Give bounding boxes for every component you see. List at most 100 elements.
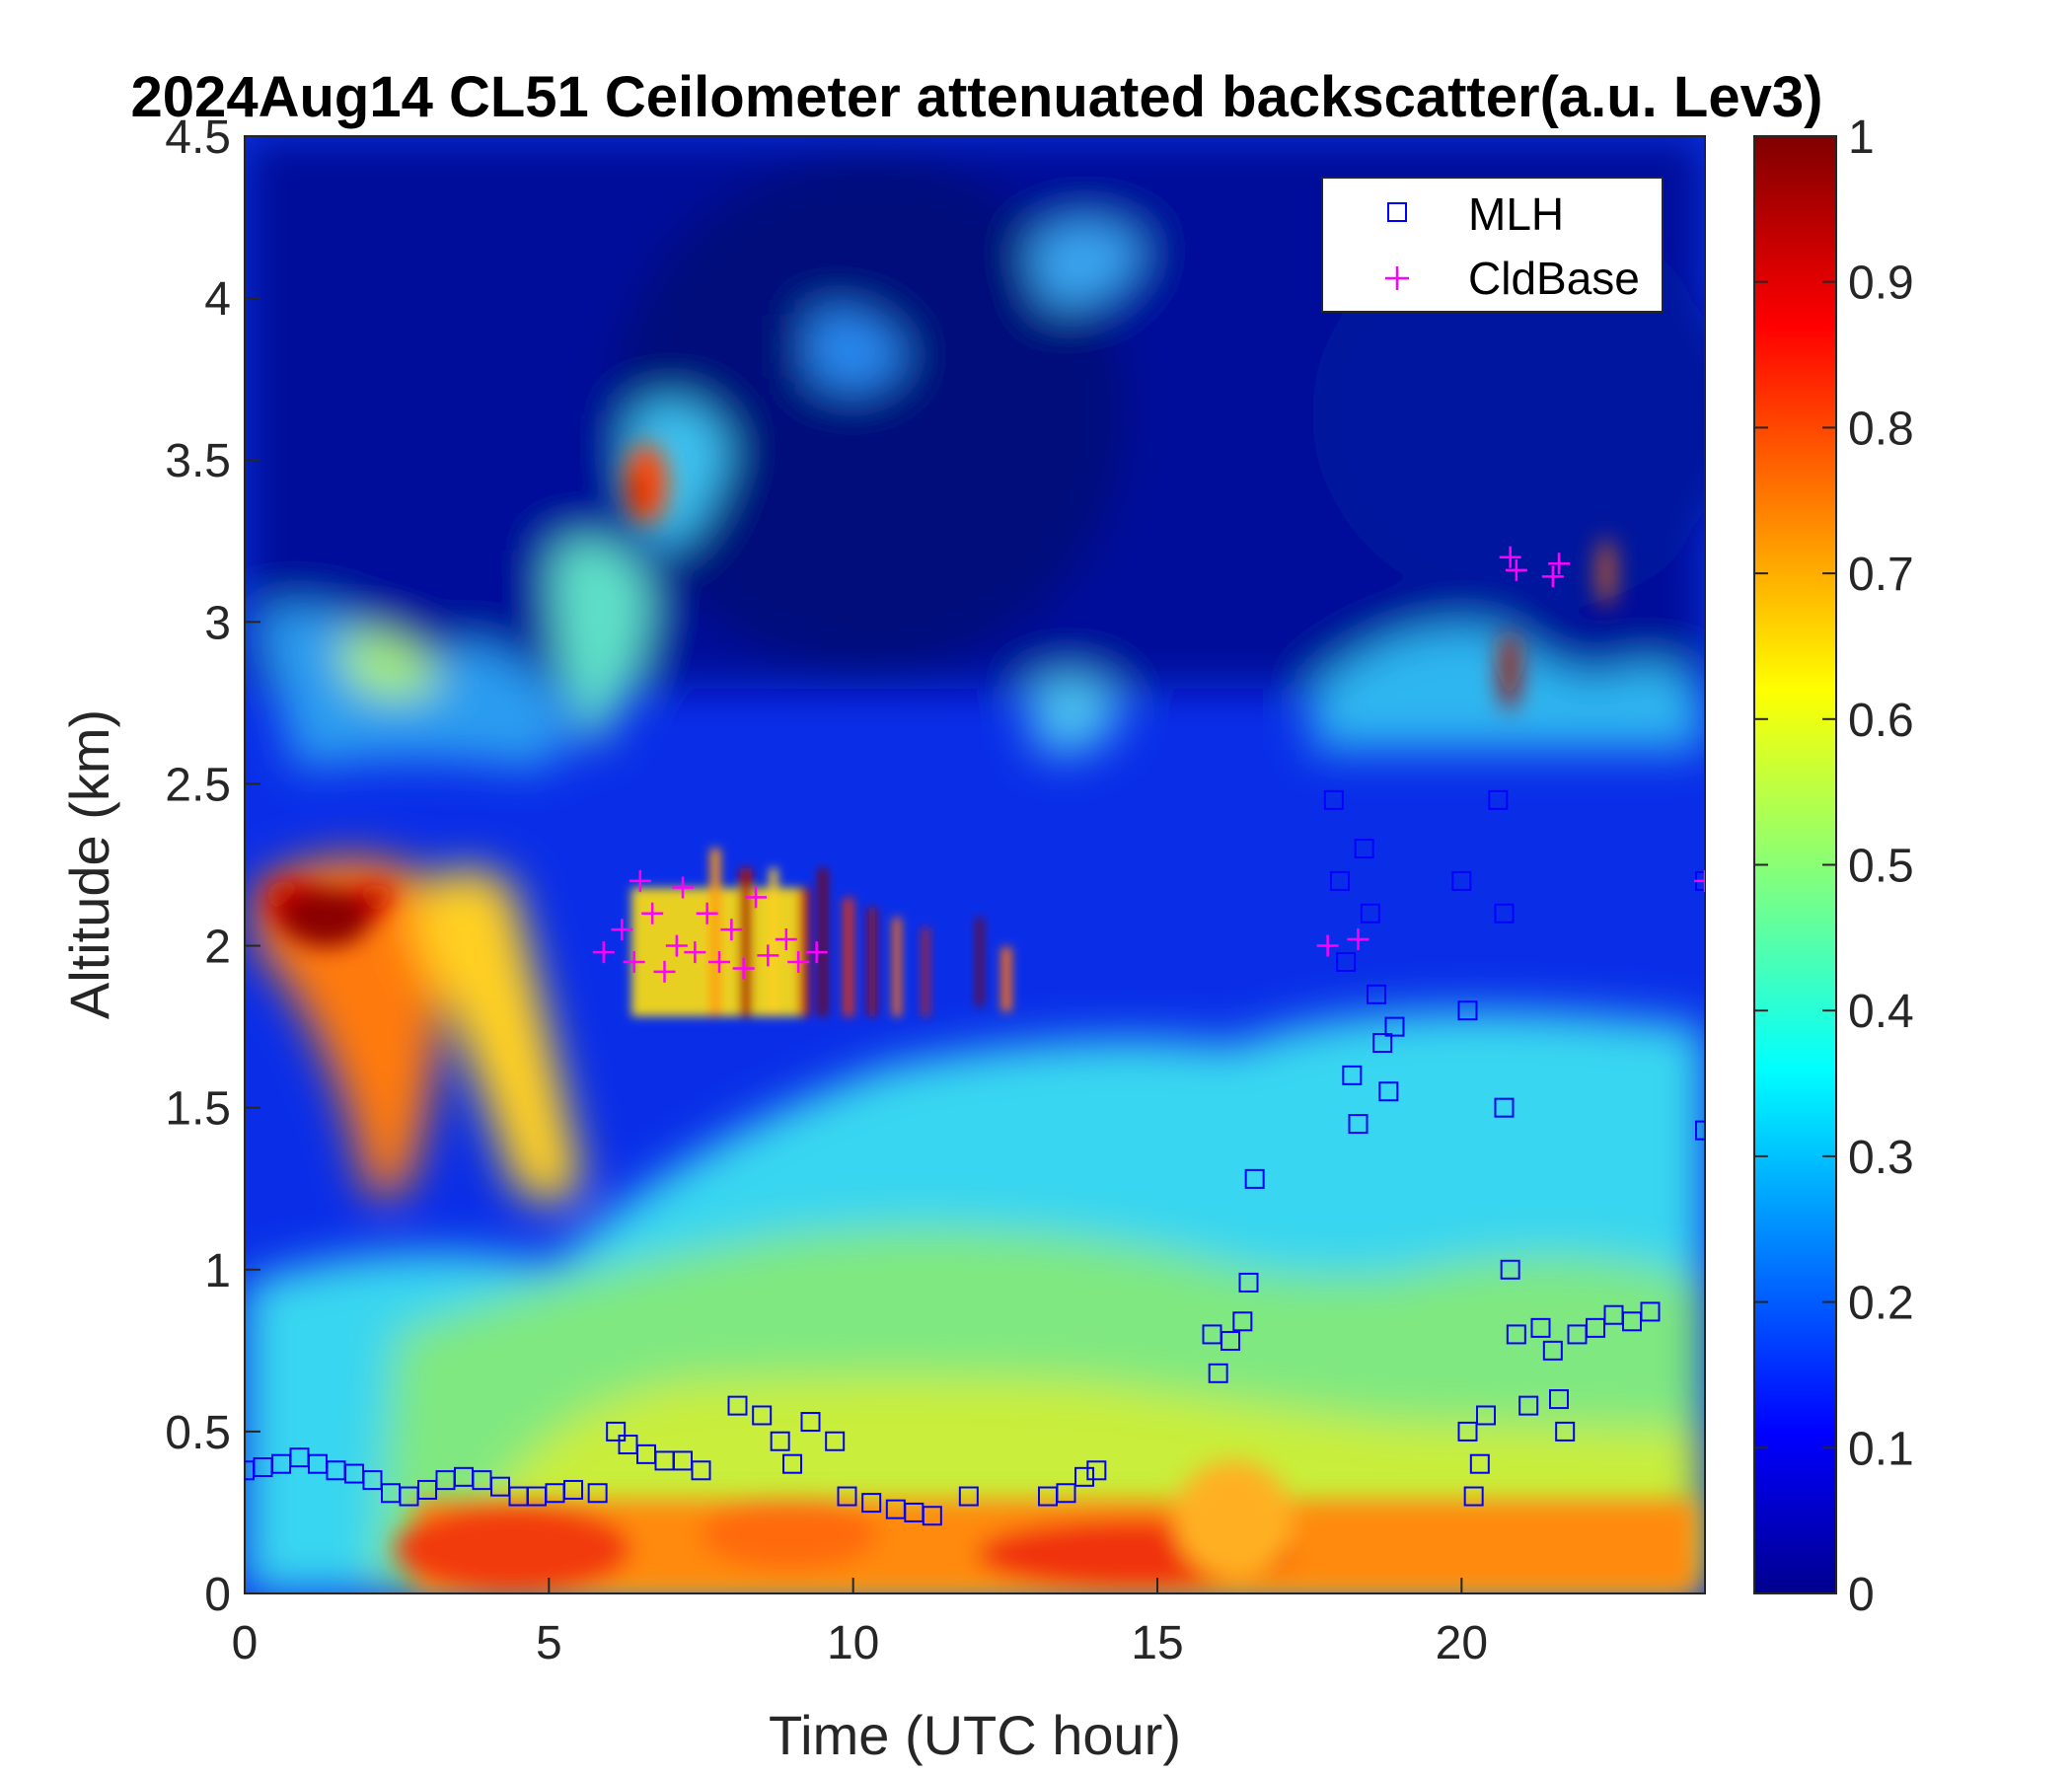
mlh-point — [1530, 1317, 1551, 1338]
cldbase-point — [1541, 565, 1564, 588]
chart-title: 2024Aug14 CL51 Ceilometer attenuated bac… — [131, 65, 1823, 129]
mlh-point — [1378, 1081, 1399, 1102]
mlh-point — [1372, 1033, 1393, 1054]
legend: MLH CldBase — [1321, 177, 1664, 313]
mlh-point — [1457, 1421, 1478, 1442]
y-tick-label: 0 — [204, 1569, 231, 1621]
mlh-point — [1555, 1421, 1576, 1442]
mlh-point — [1342, 1065, 1363, 1085]
mlh-point — [606, 1421, 627, 1442]
x-tick-label: 5 — [536, 1617, 562, 1669]
colorbar-tick-label: 0.8 — [1848, 403, 1914, 455]
cldbase-point — [672, 876, 694, 899]
mlh-point — [1056, 1483, 1076, 1504]
cldbase-point — [745, 886, 767, 909]
colorbar-tick-label: 0.1 — [1848, 1423, 1914, 1475]
mlh-point — [727, 1395, 748, 1416]
mlh-point — [1354, 839, 1374, 859]
y-tick-label: 3 — [204, 597, 231, 649]
colorbar-tick-label: 0.4 — [1848, 986, 1914, 1038]
legend-box — [1321, 177, 1664, 313]
cldbase-point — [684, 941, 706, 964]
y-tick-label: 3.5 — [165, 435, 231, 487]
y-tick-label: 1.5 — [165, 1083, 231, 1136]
mlh-point — [1232, 1311, 1253, 1332]
mlh-point — [1640, 1301, 1661, 1322]
y-tick-label: 2 — [204, 922, 231, 974]
cldbase-point — [611, 919, 633, 941]
mlh-point — [1586, 1317, 1605, 1338]
colorbar-tick-label: 0 — [1848, 1569, 1875, 1621]
mlh-point — [1457, 1000, 1478, 1021]
y-axis-ticks: 0 0.5 1 1.5 2 2.5 3 3.5 4 4.5 — [165, 111, 260, 1621]
cldbase-point — [665, 934, 688, 957]
y-axis-label: Altitude (km) — [58, 709, 120, 1019]
mlh-point — [1074, 1466, 1094, 1487]
mlh-point — [1336, 951, 1357, 972]
mlh-point — [1323, 789, 1344, 810]
cldbase-point — [1548, 553, 1570, 575]
mlh-point — [1488, 789, 1509, 810]
mlh-point — [1500, 1259, 1520, 1280]
mlh-point — [1542, 1340, 1563, 1361]
mlh-point — [1494, 1097, 1515, 1118]
y-tick-label: 4 — [204, 273, 231, 326]
mlh-point — [1221, 1330, 1240, 1351]
mlh-point — [1476, 1405, 1496, 1426]
mlh-point — [1348, 1114, 1369, 1135]
mlh-point — [922, 1506, 942, 1526]
mlh-point — [1549, 1389, 1569, 1410]
x-tick-label: 20 — [1436, 1617, 1488, 1669]
y-tick-label: 1 — [204, 1245, 231, 1297]
cldbase-point — [1505, 558, 1527, 581]
mlh-point — [1518, 1395, 1539, 1416]
legend-label-mlh: MLH — [1468, 188, 1564, 240]
plot-area-frame — [244, 135, 1706, 1594]
cldbase-point — [1347, 927, 1369, 950]
colorbar-tick-label: 1 — [1848, 111, 1875, 164]
mlh-point — [800, 1412, 821, 1433]
mlh-point — [691, 1460, 711, 1481]
mlh-point — [837, 1486, 857, 1507]
cldbase-point — [720, 919, 743, 941]
cldbase-point — [1316, 934, 1339, 957]
cldbase-point — [1499, 546, 1521, 568]
colorbar-tick-label: 0.7 — [1848, 549, 1914, 601]
legend-marker-cldbase — [1385, 266, 1409, 290]
x-tick-label: 0 — [232, 1617, 259, 1669]
cldbase-point — [696, 902, 718, 925]
cldbase-point — [787, 950, 810, 973]
x-axis-label: Time (UTC hour) — [769, 1704, 1181, 1766]
data-markers — [245, 546, 1705, 1526]
cldbase-point — [623, 950, 645, 973]
mlh-point — [752, 1405, 773, 1426]
mlh-point — [1367, 984, 1386, 1004]
cldbase-point — [732, 957, 755, 980]
cldbase-point — [757, 944, 779, 967]
mlh-point — [1208, 1363, 1228, 1383]
y-tick-label: 4.5 — [165, 111, 231, 164]
mlh-point — [1451, 870, 1472, 891]
mlh-point — [770, 1431, 790, 1451]
mlh-point — [1360, 903, 1380, 924]
y-tick-label: 2.5 — [165, 759, 231, 811]
mlh-point — [825, 1431, 846, 1451]
mlh-point — [782, 1453, 802, 1474]
colorbar-tick-label: 0.6 — [1848, 695, 1914, 747]
mlh-point — [563, 1479, 583, 1500]
mlh-point — [1506, 1324, 1526, 1345]
colorbar-tick-label: 0.2 — [1848, 1278, 1914, 1330]
backscatter-heatmap — [245, 136, 1705, 1593]
colorbar-tick-label: 0.5 — [1848, 841, 1914, 893]
mlh-point — [958, 1486, 979, 1507]
mlh-point — [861, 1493, 882, 1514]
cldbase-point — [641, 902, 664, 925]
mlh-point — [1469, 1453, 1490, 1474]
legend-marker-mlh — [1387, 202, 1407, 222]
mlh-point — [1384, 1016, 1405, 1037]
colorbar-tick-label: 0.3 — [1848, 1132, 1914, 1184]
legend-label-cldbase: CldBase — [1468, 253, 1640, 304]
x-tick-label: 15 — [1131, 1617, 1183, 1669]
mlh-point — [1086, 1460, 1107, 1481]
x-tick-label: 10 — [827, 1617, 879, 1669]
